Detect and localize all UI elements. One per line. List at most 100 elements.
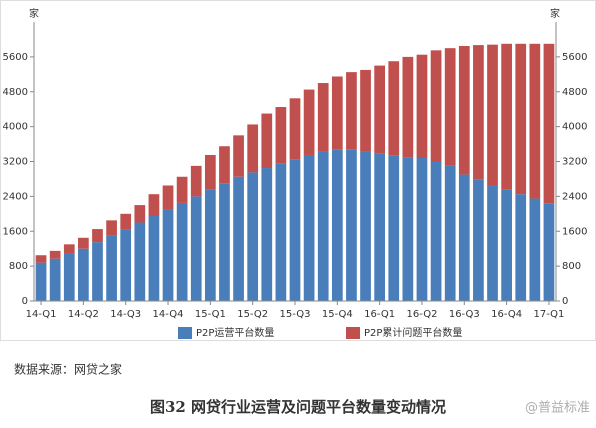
x-tick-label: 15-Q3: [280, 309, 311, 320]
y-tick-label: 800: [9, 261, 28, 272]
bar: [275, 107, 287, 164]
bar: [49, 258, 61, 301]
bar: [501, 43, 512, 190]
bar: [49, 250, 61, 259]
y2-tick-label: 2400: [562, 191, 587, 202]
bar: [360, 69, 371, 152]
bar: [529, 43, 541, 199]
bar: [388, 61, 400, 156]
bar: [247, 172, 259, 301]
y2-tick-label: 3200: [562, 157, 587, 168]
x-tick-label: 16-Q4: [491, 309, 522, 320]
bar: [134, 205, 146, 223]
x-tick-label: 14-Q2: [68, 309, 99, 320]
bar: [233, 176, 244, 301]
bar: [303, 154, 315, 301]
bar: [402, 56, 414, 158]
y-tick-label: 4800: [3, 87, 28, 98]
bar: [289, 159, 301, 301]
y-tick-label: 0: [22, 296, 28, 307]
y2-tick-label: 4000: [562, 122, 587, 133]
bar: [219, 183, 230, 301]
y-unit: 家: [29, 7, 39, 20]
bar: [487, 185, 498, 301]
bar: [247, 124, 259, 173]
bar: [233, 135, 244, 177]
bar: [515, 43, 527, 195]
source: 数据来源：网贷之家: [14, 362, 122, 377]
x-tick-label: 16-Q2: [407, 309, 438, 320]
bar: [106, 220, 117, 236]
bar: [331, 76, 343, 150]
bar: [416, 54, 428, 159]
x-tick-label: 16-Q1: [364, 309, 395, 320]
x-tick-label: 14-Q3: [110, 309, 141, 320]
bar: [162, 209, 174, 301]
bar: [317, 151, 329, 301]
bar: [275, 163, 287, 301]
y-tick-label: 4000: [3, 122, 28, 133]
bar: [35, 262, 47, 301]
bar: [78, 248, 89, 301]
bar: [331, 149, 343, 301]
y2-unit: 家: [550, 7, 560, 20]
bar: [346, 149, 357, 301]
bar: [261, 113, 273, 169]
bar: [204, 189, 216, 301]
bar: [92, 229, 103, 243]
x-tick-label: 15-Q1: [195, 309, 226, 320]
legend-label: P2P运营平台数量: [196, 326, 274, 339]
y2-tick-label: 5600: [562, 52, 587, 63]
y2-tick-label: 1600: [562, 226, 587, 237]
bar: [134, 222, 146, 301]
bar: [63, 244, 75, 254]
bar: [473, 45, 484, 180]
x-tick-label: 15-Q2: [237, 309, 268, 320]
bar: [35, 255, 47, 263]
x-tick-label: 15-Q4: [322, 309, 353, 320]
bar: [430, 50, 442, 162]
bar: [289, 98, 301, 160]
x-tick-label: 16-Q3: [449, 309, 480, 320]
legend-swatch: [346, 327, 360, 339]
bar: [190, 196, 202, 301]
bar: [204, 154, 216, 190]
legend-label: P2P累计问题平台数量: [364, 326, 462, 339]
bar: [388, 155, 400, 301]
bar: [444, 48, 456, 166]
bar: [148, 194, 160, 216]
bar: [458, 174, 470, 301]
y2-tick-label: 800: [562, 261, 581, 272]
bar: [162, 185, 174, 210]
bar: [515, 194, 527, 301]
bar: [402, 157, 414, 301]
legend-swatch: [178, 327, 192, 339]
bar: [360, 151, 371, 301]
y-tick-label: 3200: [3, 157, 28, 168]
x-tick-label: 17-Q1: [533, 309, 564, 320]
bar: [444, 165, 456, 301]
bar: [487, 44, 498, 186]
x-tick-label: 14-Q1: [26, 309, 57, 320]
bar: [374, 65, 386, 154]
bar: [120, 229, 132, 301]
y2-tick-label: 4800: [562, 87, 587, 98]
caption: 图32 网贷行业运营及问题平台数量变动情况: [150, 398, 446, 416]
bar: [92, 242, 103, 301]
bar: [374, 153, 386, 301]
y-tick-label: 5600: [3, 52, 28, 63]
bar: [473, 179, 484, 301]
bar: [176, 176, 188, 203]
bar: [543, 203, 555, 301]
bar: [63, 253, 75, 301]
bar: [120, 213, 132, 230]
x-tick-label: 14-Q4: [153, 309, 184, 320]
bar: [148, 215, 160, 301]
bar: [346, 72, 357, 150]
y-tick-label: 2400: [3, 191, 28, 202]
bar: [303, 89, 315, 155]
bar: [543, 43, 555, 204]
y-tick-label: 1600: [3, 226, 28, 237]
bar: [501, 189, 512, 301]
